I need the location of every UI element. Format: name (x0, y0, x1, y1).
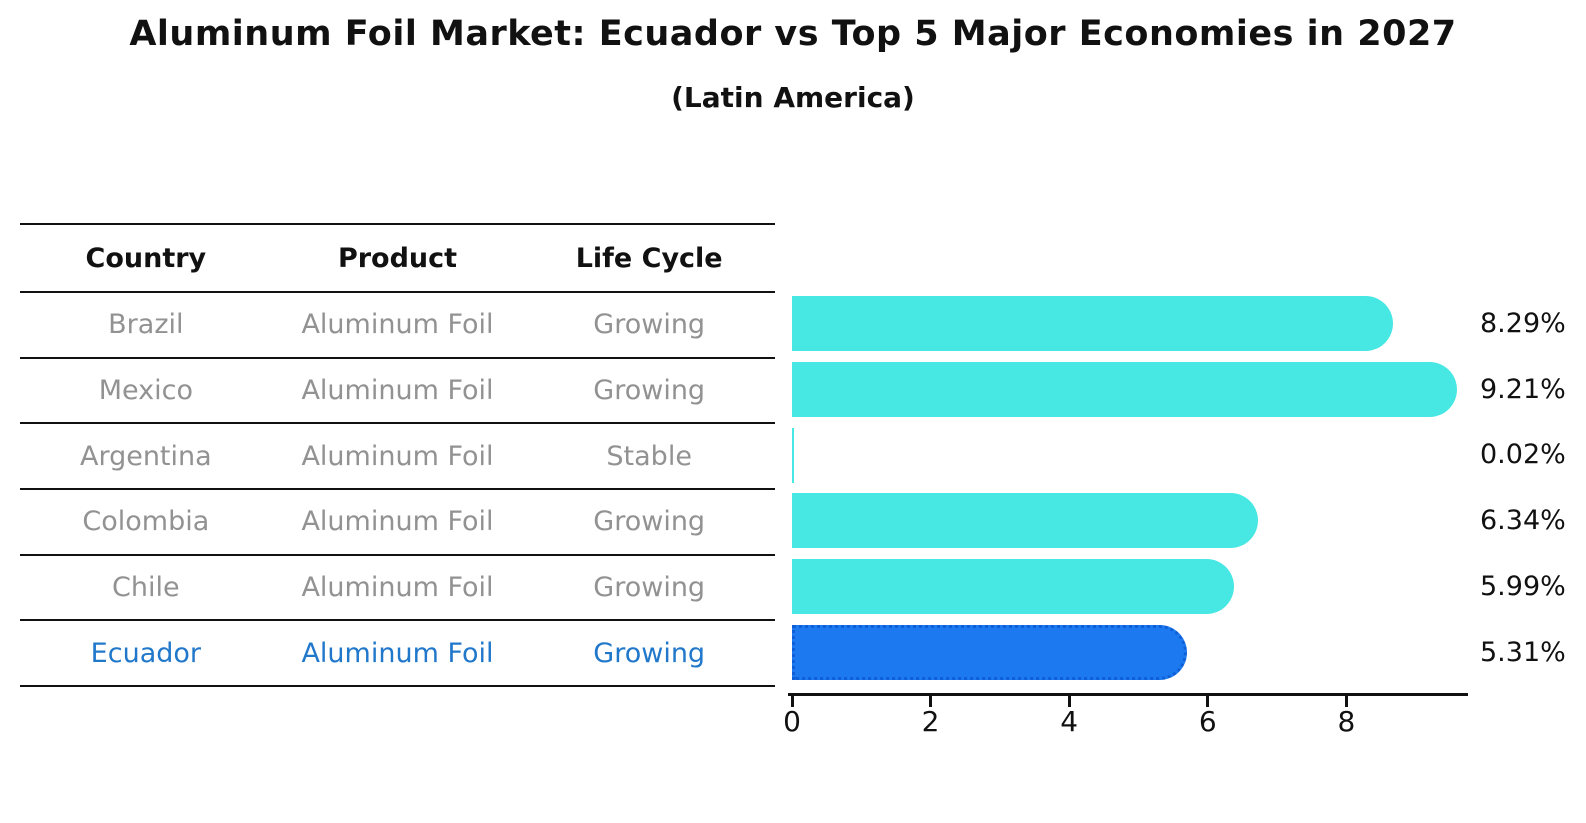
x-axis-tick-label: 4 (1060, 705, 1079, 738)
bar-value-label: 9.21% (1480, 373, 1566, 405)
x-axis-tick-label: 8 (1337, 705, 1356, 738)
table-cell-country: Chile (112, 572, 180, 604)
table-cell-product: Aluminum Foil (301, 506, 494, 538)
table-cell-life-cycle: Growing (593, 375, 706, 407)
table-cell-country: Ecuador (90, 637, 201, 669)
table-header-row: Country Product Life Cycle (20, 225, 775, 293)
x-axis-tick (929, 696, 933, 707)
bar-mexico (792, 362, 1458, 418)
bar-ecuador (792, 624, 1187, 680)
bar-value-label: 8.29% (1480, 308, 1566, 339)
table-cell-country: Mexico (98, 375, 193, 407)
chart-title: Aluminum Foil Market: Ecuador vs Top 5 M… (129, 14, 1457, 54)
table-row-ecuador: Ecuador Aluminum Foil Growing (20, 621, 775, 688)
x-axis-tick-label: 0 (783, 705, 801, 738)
x-axis-tick (1344, 696, 1348, 707)
table-cell-product: Aluminum Foil (301, 440, 494, 472)
x-axis-line (788, 693, 1468, 696)
x-axis-tick (1067, 696, 1071, 707)
country-info-table: Country Product Life Cycle Brazil Aluminum F… (20, 223, 775, 688)
bar-chile (792, 559, 1235, 615)
bar-value-label: 0.02% (1480, 439, 1566, 471)
bar-value-label: 6.34% (1480, 505, 1566, 537)
table-cell-life-cycle: Growing (593, 506, 706, 538)
table-header-life-cycle: Life Cycle (575, 242, 723, 274)
table-header-country: Country (85, 242, 207, 274)
table-cell-product: Aluminum Foil (301, 572, 494, 604)
x-axis-tick-label: 2 (921, 705, 940, 738)
bar-argentina (792, 427, 794, 483)
table-header-product: Product (337, 242, 458, 274)
x-axis-tick-label: 6 (1198, 705, 1217, 738)
table-cell-life-cycle: Stable (606, 440, 692, 472)
bar-value-label: 5.99% (1480, 570, 1566, 602)
chart-subtitle: (Latin America) (671, 81, 915, 114)
table-row-colombia: Colombia Aluminum Foil Growing (20, 490, 775, 556)
table-cell-country: Colombia (82, 506, 210, 538)
bar-colombia (792, 493, 1259, 549)
table-cell-country: Argentina (79, 440, 212, 472)
x-axis-tick (1206, 696, 1210, 707)
table-cell-country: Brazil (108, 309, 184, 341)
table-cell-life-cycle: Growing (593, 309, 706, 341)
table-cell-life-cycle: Growing (593, 637, 706, 669)
table-cell-product: Aluminum Foil (301, 375, 494, 407)
table-cell-life-cycle: Growing (593, 572, 706, 604)
x-axis-tick (790, 696, 794, 707)
table-row-mexico: Mexico Aluminum Foil Growing (20, 359, 775, 425)
bar-brazil (792, 296, 1394, 352)
table-row-chile: Chile Aluminum Foil Growing (20, 556, 775, 622)
table-row-argentina: Argentina Aluminum Foil Stable (20, 424, 775, 491)
table-row-brazil: Brazil Aluminum Foil Growing (20, 293, 775, 359)
table-cell-product: Aluminum Foil (301, 637, 494, 669)
table-cell-product: Aluminum Foil (301, 309, 494, 341)
bar-value-label: 5.31% (1480, 636, 1566, 668)
